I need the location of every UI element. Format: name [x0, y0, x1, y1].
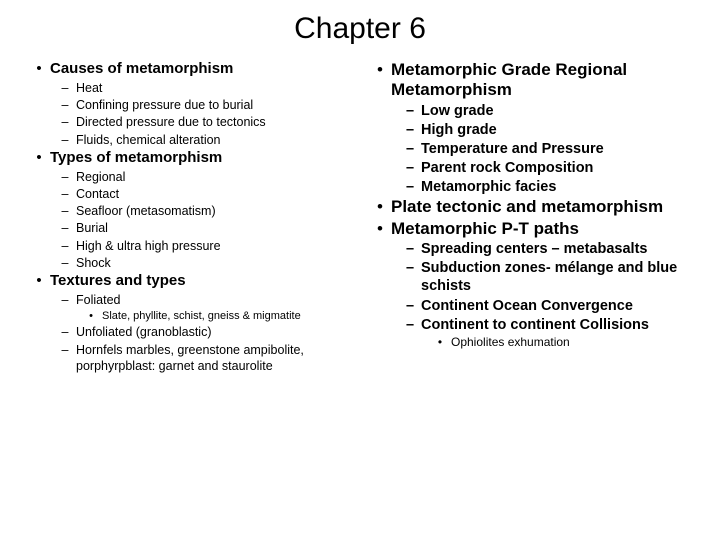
left-column: • Causes of metamorphism – Heat – Confin…	[28, 60, 351, 375]
list-item: – Burial	[28, 220, 351, 236]
section-head: Types of metamorphism	[50, 149, 222, 168]
item-label: Regional	[76, 169, 125, 185]
content-columns: • Causes of metamorphism – Heat – Confin…	[28, 60, 692, 375]
dash-icon: –	[399, 140, 421, 158]
list-item: – Shock	[28, 255, 351, 271]
list-item: – Contact	[28, 186, 351, 202]
item-label: High & ultra high pressure	[76, 238, 221, 254]
item-label: Seafloor (metasomatism)	[76, 203, 216, 219]
list-item: – Continent to continent Collisions	[369, 316, 692, 334]
list-item: • Metamorphic P-T paths	[369, 219, 692, 239]
item-label: Parent rock Composition	[421, 159, 593, 177]
dash-icon: –	[54, 203, 76, 219]
item-label: Temperature and Pressure	[421, 140, 604, 158]
list-item: • Plate tectonic and metamorphism	[369, 197, 692, 217]
list-item: • Textures and types	[28, 272, 351, 291]
list-item: – High & ultra high pressure	[28, 238, 351, 254]
bullet-icon: •	[28, 272, 50, 291]
list-item: – Parent rock Composition	[369, 159, 692, 177]
list-item: – Directed pressure due to tectonics	[28, 114, 351, 130]
bullet-icon: •	[28, 60, 50, 79]
list-item: – Hornfels marbles, greenstone ampibolit…	[28, 342, 351, 375]
section-head: Plate tectonic and metamorphism	[391, 197, 663, 217]
dash-icon: –	[54, 114, 76, 130]
section-head: Metamorphic P-T paths	[391, 219, 579, 239]
list-item: • Types of metamorphism	[28, 149, 351, 168]
dash-icon: –	[54, 324, 76, 340]
dash-icon: –	[54, 255, 76, 271]
dash-icon: –	[399, 297, 421, 315]
item-label: Burial	[76, 220, 108, 236]
item-label: Spreading centers – metabasalts	[421, 240, 647, 258]
list-item: – Foliated	[28, 292, 351, 308]
list-item: – Subduction zones- mélange and blue sch…	[369, 259, 692, 295]
bullet-icon: •	[369, 197, 391, 217]
dash-icon: –	[54, 169, 76, 185]
right-column: • Metamorphic Grade Regional Metamorphis…	[363, 60, 692, 375]
dash-icon: –	[54, 132, 76, 148]
dash-icon: –	[399, 178, 421, 196]
list-item: – Metamorphic facies	[369, 178, 692, 196]
item-label: Continent to continent Collisions	[421, 316, 649, 334]
chapter-title: Chapter 6	[28, 12, 692, 46]
dash-icon: –	[399, 259, 421, 277]
item-label: Heat	[76, 80, 102, 96]
list-item: – High grade	[369, 121, 692, 139]
item-label: Subduction zones- mélange and blue schis…	[421, 259, 692, 295]
list-item: – Heat	[28, 80, 351, 96]
list-item: – Low grade	[369, 102, 692, 120]
list-item: – Unfoliated (granoblastic)	[28, 324, 351, 340]
item-label: Confining pressure due to burial	[76, 97, 253, 113]
list-item: – Confining pressure due to burial	[28, 97, 351, 113]
list-item: – Continent Ocean Convergence	[369, 297, 692, 315]
list-item: – Seafloor (metasomatism)	[28, 203, 351, 219]
dash-icon: –	[54, 97, 76, 113]
dash-icon: –	[54, 80, 76, 96]
item-label: Metamorphic facies	[421, 178, 556, 196]
item-label: Shock	[76, 255, 111, 271]
list-item: – Temperature and Pressure	[369, 140, 692, 158]
bullet-icon: •	[28, 149, 50, 168]
bullet-icon: •	[429, 335, 451, 351]
bullet-icon: •	[369, 219, 391, 239]
dash-icon: –	[54, 220, 76, 236]
item-label: Fluids, chemical alteration	[76, 132, 221, 148]
item-label: Contact	[76, 186, 119, 202]
dash-icon: –	[54, 238, 76, 254]
item-label: Unfoliated (granoblastic)	[76, 324, 212, 340]
list-item: • Ophiolites exhumation	[369, 335, 692, 351]
section-head: Metamorphic Grade Regional Metamorphism	[391, 60, 692, 101]
item-label: Low grade	[421, 102, 494, 120]
item-label: Directed pressure due to tectonics	[76, 114, 266, 130]
item-label: Foliated	[76, 292, 120, 308]
dash-icon: –	[54, 292, 76, 308]
dash-icon: –	[54, 342, 76, 358]
dash-icon: –	[399, 159, 421, 177]
item-label: Hornfels marbles, greenstone ampibolite,…	[76, 342, 351, 375]
list-item: • Metamorphic Grade Regional Metamorphis…	[369, 60, 692, 101]
list-item: • Slate, phyllite, schist, gneiss & migm…	[28, 309, 351, 323]
dash-icon: –	[399, 121, 421, 139]
item-label: Slate, phyllite, schist, gneiss & migmat…	[102, 309, 301, 323]
item-label: High grade	[421, 121, 497, 139]
section-head: Causes of metamorphism	[50, 60, 233, 79]
bullet-icon: •	[369, 60, 391, 80]
list-item: – Fluids, chemical alteration	[28, 132, 351, 148]
list-item: – Regional	[28, 169, 351, 185]
item-label: Ophiolites exhumation	[451, 335, 570, 351]
dash-icon: –	[399, 240, 421, 258]
bullet-icon: •	[80, 309, 102, 323]
dash-icon: –	[54, 186, 76, 202]
dash-icon: –	[399, 316, 421, 334]
dash-icon: –	[399, 102, 421, 120]
section-head: Textures and types	[50, 272, 186, 291]
list-item: • Causes of metamorphism	[28, 60, 351, 79]
list-item: – Spreading centers – metabasalts	[369, 240, 692, 258]
item-label: Continent Ocean Convergence	[421, 297, 633, 315]
